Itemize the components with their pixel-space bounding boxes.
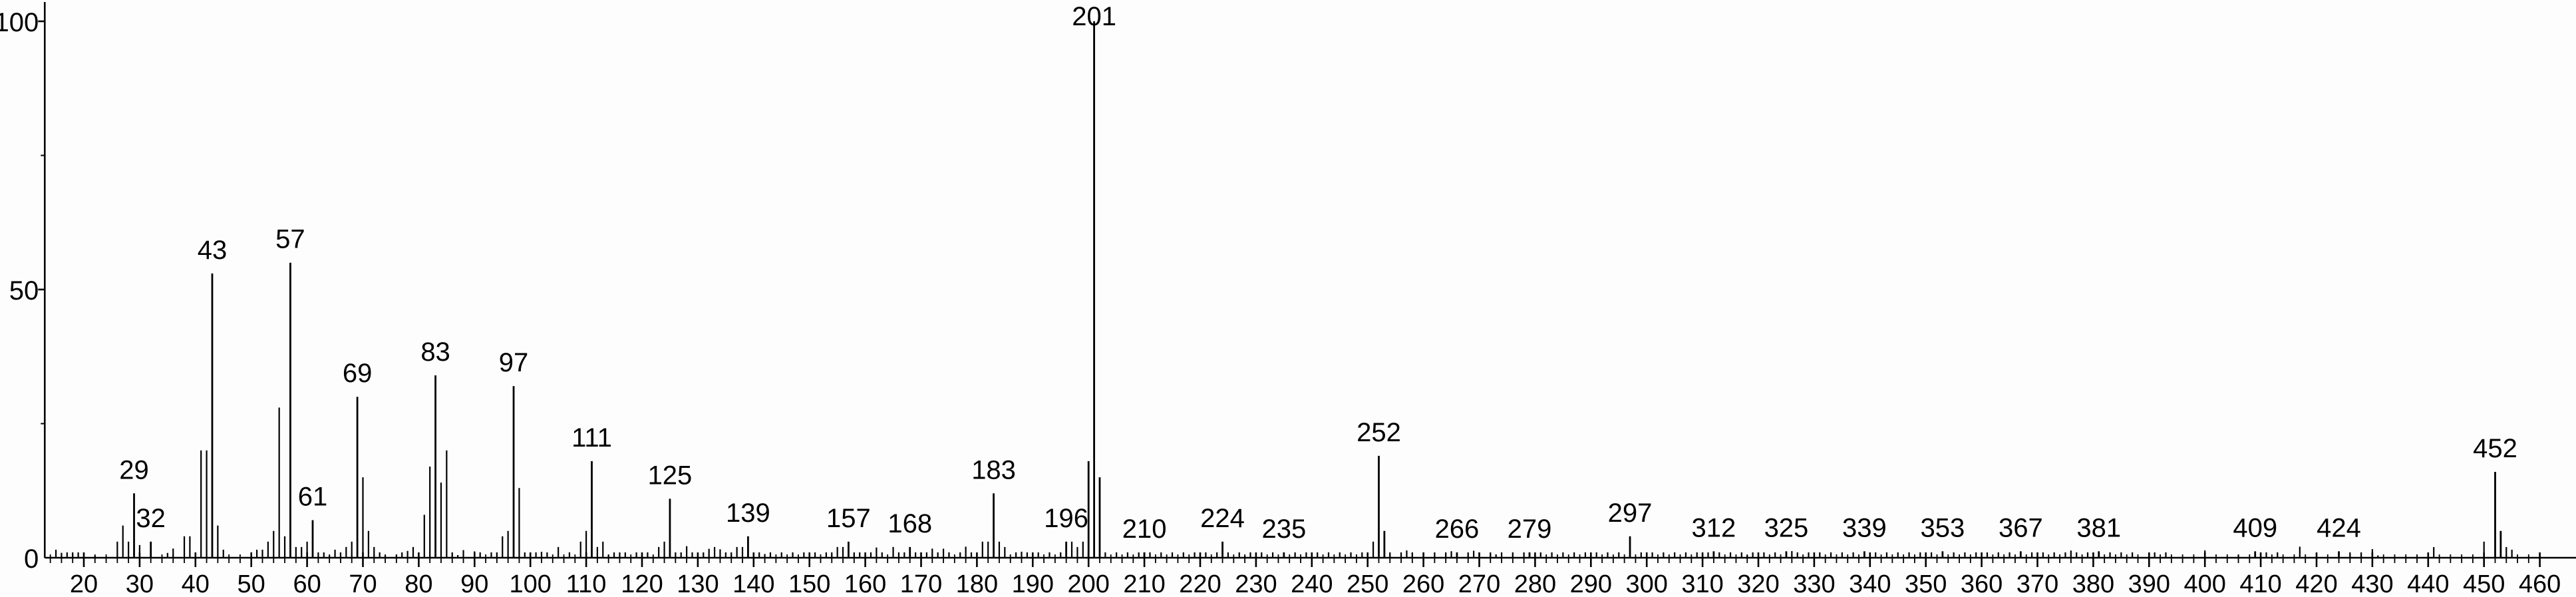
svg-text:20: 20 — [70, 570, 98, 594]
svg-text:290: 290 — [1570, 570, 1612, 594]
svg-text:350: 350 — [1905, 570, 1947, 594]
svg-text:43: 43 — [198, 236, 228, 265]
svg-text:279: 279 — [1508, 514, 1552, 544]
svg-text:30: 30 — [126, 570, 154, 594]
svg-text:110: 110 — [566, 570, 607, 594]
svg-text:252: 252 — [1357, 418, 1401, 447]
svg-text:69: 69 — [343, 359, 373, 388]
svg-text:100: 100 — [0, 8, 39, 37]
svg-text:440: 440 — [2407, 570, 2449, 594]
svg-text:40: 40 — [182, 570, 210, 594]
svg-text:300: 300 — [1625, 570, 1667, 594]
svg-text:367: 367 — [1999, 513, 2043, 542]
svg-text:125: 125 — [648, 461, 693, 490]
svg-text:160: 160 — [844, 570, 886, 594]
svg-text:280: 280 — [1514, 570, 1556, 594]
svg-text:325: 325 — [1764, 513, 1809, 542]
svg-text:270: 270 — [1458, 570, 1500, 594]
svg-text:353: 353 — [1920, 513, 1965, 542]
svg-text:460: 460 — [2519, 570, 2561, 594]
svg-text:224: 224 — [1200, 504, 1245, 533]
svg-text:80: 80 — [404, 570, 432, 594]
svg-text:381: 381 — [2076, 513, 2121, 542]
svg-text:97: 97 — [499, 348, 529, 377]
svg-text:50: 50 — [9, 276, 39, 305]
svg-text:150: 150 — [788, 570, 830, 594]
svg-text:210: 210 — [1123, 570, 1165, 594]
svg-text:240: 240 — [1291, 570, 1333, 594]
svg-text:32: 32 — [136, 504, 166, 533]
svg-text:230: 230 — [1235, 570, 1277, 594]
svg-text:450: 450 — [2463, 570, 2505, 594]
svg-text:180: 180 — [956, 570, 998, 594]
svg-text:57: 57 — [275, 225, 305, 254]
svg-text:70: 70 — [349, 570, 377, 594]
svg-text:266: 266 — [1435, 514, 1480, 544]
svg-text:340: 340 — [1849, 570, 1891, 594]
svg-text:360: 360 — [1961, 570, 2003, 594]
svg-text:420: 420 — [2295, 570, 2337, 594]
svg-text:390: 390 — [2128, 570, 2170, 594]
svg-text:0: 0 — [24, 544, 39, 574]
svg-text:139: 139 — [726, 498, 770, 528]
svg-text:83: 83 — [420, 337, 450, 367]
svg-text:235: 235 — [1261, 514, 1306, 544]
svg-text:210: 210 — [1122, 514, 1167, 544]
svg-text:410: 410 — [2239, 570, 2281, 594]
svg-text:330: 330 — [1793, 570, 1835, 594]
svg-text:140: 140 — [732, 570, 774, 594]
svg-text:370: 370 — [2016, 570, 2058, 594]
svg-text:170: 170 — [900, 570, 942, 594]
svg-text:190: 190 — [1012, 570, 1054, 594]
svg-text:157: 157 — [826, 504, 871, 533]
svg-text:260: 260 — [1402, 570, 1444, 594]
svg-text:168: 168 — [887, 509, 932, 538]
svg-text:220: 220 — [1179, 570, 1221, 594]
svg-text:120: 120 — [621, 570, 663, 594]
svg-text:430: 430 — [2351, 570, 2393, 594]
svg-text:183: 183 — [971, 455, 1016, 485]
svg-text:130: 130 — [677, 570, 719, 594]
svg-text:201: 201 — [1072, 2, 1116, 31]
svg-text:409: 409 — [2233, 513, 2277, 542]
svg-text:200: 200 — [1067, 570, 1109, 594]
svg-text:29: 29 — [119, 455, 149, 485]
svg-text:380: 380 — [2072, 570, 2114, 594]
svg-text:400: 400 — [2183, 570, 2225, 594]
svg-text:312: 312 — [1692, 513, 1736, 542]
svg-text:111: 111 — [571, 423, 612, 453]
svg-text:50: 50 — [238, 570, 265, 594]
svg-text:339: 339 — [1842, 513, 1887, 542]
svg-text:297: 297 — [1608, 498, 1653, 528]
svg-text:60: 60 — [293, 570, 321, 594]
svg-text:90: 90 — [460, 570, 488, 594]
svg-text:196: 196 — [1044, 504, 1088, 533]
svg-text:320: 320 — [1737, 570, 1779, 594]
svg-text:61: 61 — [298, 483, 328, 512]
svg-text:310: 310 — [1681, 570, 1723, 594]
svg-text:424: 424 — [2317, 513, 2361, 542]
svg-text:452: 452 — [2473, 434, 2517, 463]
svg-text:250: 250 — [1347, 570, 1388, 594]
svg-text:100: 100 — [509, 570, 551, 594]
